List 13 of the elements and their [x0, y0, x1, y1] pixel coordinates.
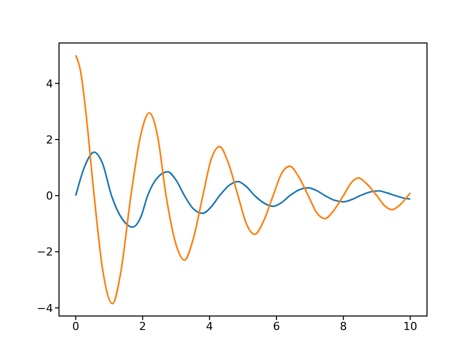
x-tick-label: 8: [340, 320, 347, 333]
x-tick-label: 4: [206, 320, 214, 333]
x-tick-label: 6: [272, 320, 280, 333]
x-tick-label: 2: [139, 320, 146, 333]
y-tick-label: 0: [46, 190, 53, 203]
x-tick-label: 0: [72, 320, 80, 333]
x-tick-label: 10: [403, 320, 418, 333]
y-tick-label: −4: [36, 302, 53, 315]
y-tick-label: 4: [46, 77, 53, 90]
y-tick-label: 2: [46, 133, 53, 146]
line-series: [74, 54, 412, 304]
y-tick-label: −2: [36, 246, 53, 259]
line-series: [74, 151, 412, 228]
